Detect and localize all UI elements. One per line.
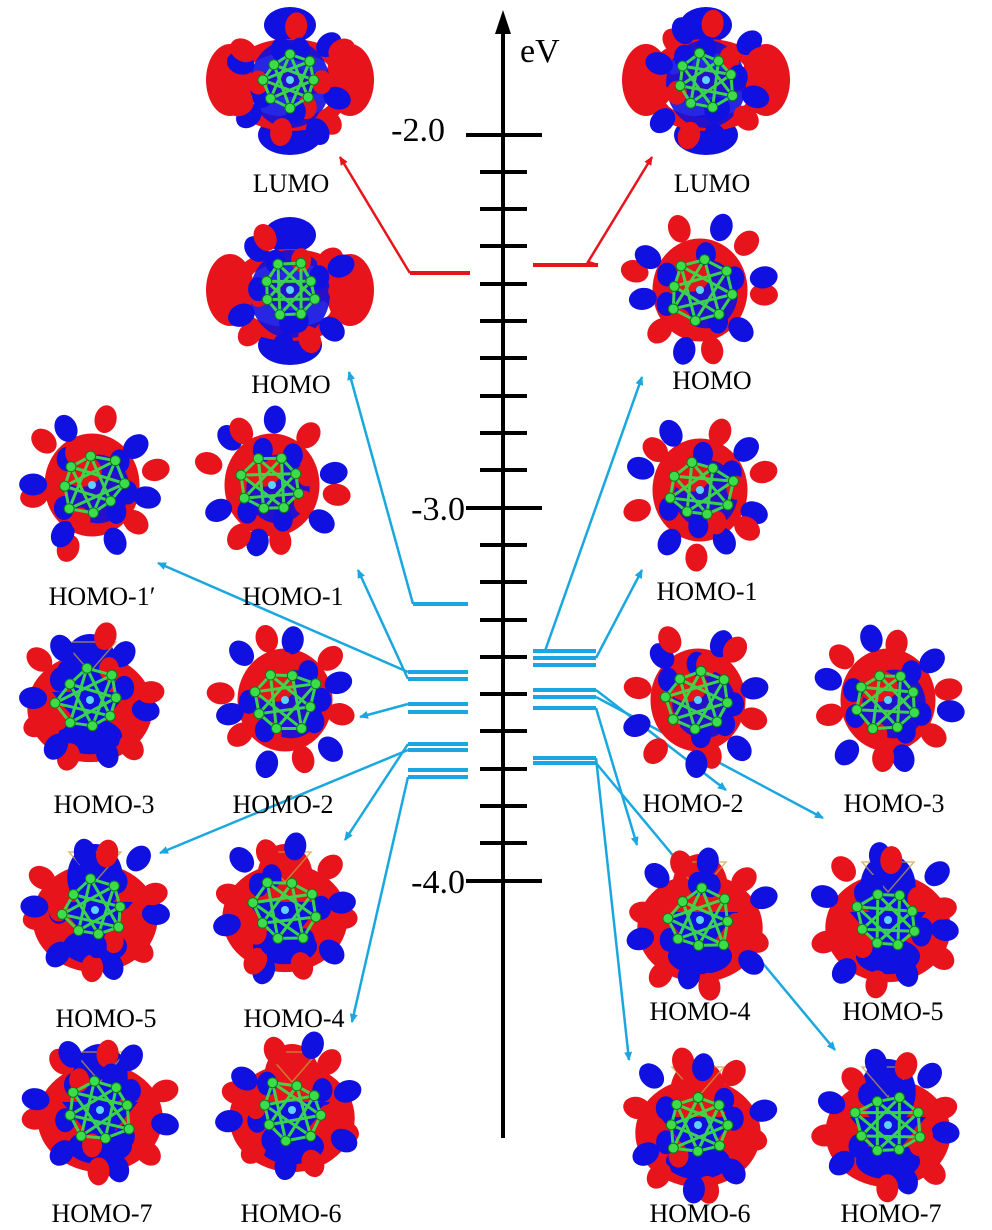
label-right-homo3: HOMO-3: [843, 789, 944, 818]
arrow-left-homo1: [356, 569, 410, 680]
label-right-homo1: HOMO-1: [656, 577, 757, 606]
left-energy-levels: [408, 271, 470, 779]
orbital-right-homo4-isosurface: [626, 847, 778, 1001]
tick-label-minus-2: -2.0: [391, 112, 445, 149]
arrow-left-homo: [347, 371, 415, 605]
orbital-right-lumo-isosurface: [622, 7, 790, 155]
orbital-left-homo6-isosurface: [215, 1031, 362, 1181]
orbital-left-homo2-isosurface: [206, 624, 355, 779]
label-left-homo4: HOMO-4: [243, 1004, 344, 1033]
orbital-isosurface-pictures: [19, 7, 965, 1204]
orbital-left-lumo-isosurface: [206, 7, 374, 155]
label-left-homo: HOMO: [251, 370, 330, 399]
orbital-left-homo1-isosurface: [194, 405, 351, 557]
arrow-right-homo: [543, 376, 644, 652]
arrow-right-homo4: [594, 707, 639, 846]
axis-arrowhead-icon: [495, 10, 511, 34]
arrow-left-homo2: [359, 702, 409, 719]
tick-label-minus-3: -3.0: [411, 491, 465, 528]
right-orbital-labels: LUMO HOMO HOMO-1 HOMO-2 HOMO-3 HOMO-4 HO…: [642, 169, 944, 1228]
arrow-left-homo1p: [157, 561, 409, 674]
label-left-homo3: HOMO-3: [53, 790, 154, 819]
label-left-homo2: HOMO-2: [232, 790, 333, 819]
orbital-right-homo7-isosurface: [811, 1048, 960, 1203]
orbital-right-homo6-isosurface: [623, 1047, 778, 1204]
orbital-right-homo5-isosurface: [810, 842, 959, 999]
orbital-left-homo1p-isosurface: [19, 405, 170, 562]
axis-unit-label: eV: [520, 33, 560, 70]
label-right-homo6: HOMO-6: [649, 1199, 750, 1228]
label-left-homo1p: HOMO-1′: [49, 582, 156, 611]
arrow-left-homo6: [349, 776, 410, 1023]
orbital-right-homo2-isosurface: [623, 626, 769, 778]
tick-label-minus-4: -4.0: [411, 864, 465, 901]
label-right-homo2: HOMO-2: [642, 789, 743, 818]
label-right-homo7: HOMO-7: [840, 1199, 941, 1228]
orbital-right-homo-isosurface: [620, 213, 778, 365]
label-left-homo7: HOMO-7: [51, 1199, 152, 1228]
arrow-right-lumo: [586, 156, 654, 267]
label-left-homo6: HOMO-6: [240, 1199, 341, 1228]
orbital-left-homo-isosurface: [206, 217, 374, 365]
label-left-lumo: LUMO: [253, 169, 330, 198]
energy-axis: eV -2.0 -3.0 -4.0: [391, 10, 560, 1138]
label-right-lumo: LUMO: [674, 169, 751, 198]
label-left-homo5: HOMO-5: [55, 1004, 156, 1033]
orbital-left-homo7-isosurface: [21, 1039, 179, 1186]
left-orbital-labels: LUMO HOMO HOMO-1′ HOMO-1 HOMO-3 HOMO-2 H…: [49, 169, 345, 1228]
label-right-homo: HOMO: [672, 366, 751, 395]
right-energy-levels: [533, 263, 598, 765]
orbital-left-homo5-isosurface: [20, 838, 170, 983]
label-left-homo1: HOMO-1: [242, 582, 343, 611]
orbital-left-homo3-isosurface: [19, 622, 165, 771]
orbital-left-homo4-isosurface: [213, 832, 358, 985]
arrow-left-homo5: [159, 748, 409, 855]
arrow-left-homo4: [343, 743, 410, 841]
axis-minor-ticks: [480, 170, 527, 845]
arrow-right-homo1: [594, 569, 644, 659]
orbital-right-homo1-isosurface: [623, 418, 778, 572]
arrow-left-lumo: [338, 156, 412, 274]
label-right-homo5: HOMO-5: [842, 997, 943, 1026]
label-right-homo4: HOMO-4: [649, 997, 750, 1026]
arrow-right-homo6: [594, 757, 633, 1061]
orbital-right-homo3-isosurface: [814, 624, 965, 773]
